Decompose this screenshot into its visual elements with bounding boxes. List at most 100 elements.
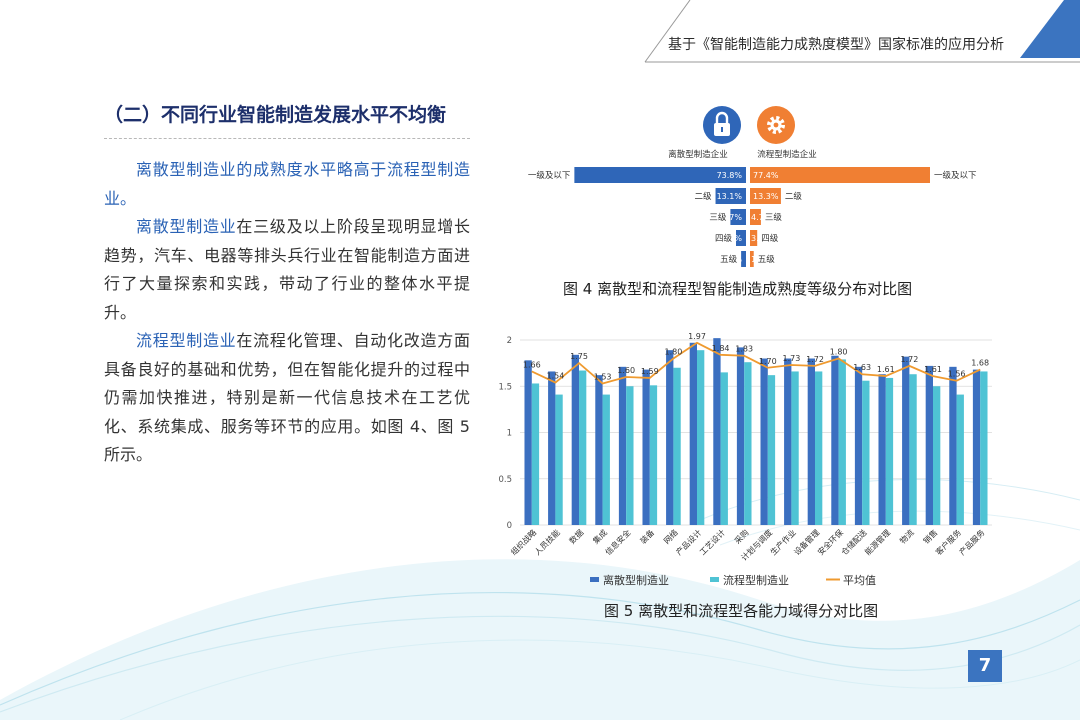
figure-4-icons [703, 106, 795, 144]
paragraph-2: 离散型制造业在三级及以上阶段呈现明显增长趋势，汽车、电器等排头兵行业在智能制造方… [104, 213, 470, 327]
bar-discrete [972, 369, 981, 525]
bar-process [720, 372, 728, 525]
funnel-label-right: 77.4% [753, 171, 779, 180]
average-data-label: 1.59 [641, 367, 659, 376]
y-tick-label: 2 [507, 336, 512, 346]
bar-process [626, 386, 634, 525]
funnel-bar-left [730, 209, 746, 225]
average-data-label: 1.80 [830, 348, 848, 357]
funnel-bar-left [574, 167, 746, 183]
x-tick-label: 采购 [732, 527, 750, 545]
bar-discrete [666, 350, 674, 525]
bar-process [673, 367, 681, 525]
average-data-label: 1.80 [664, 348, 682, 357]
funnel-bar-left [741, 251, 746, 267]
x-tick-label: 集成 [591, 527, 609, 545]
average-data-label: 1.53 [594, 372, 612, 381]
funnel-category-left: 三级 [709, 212, 727, 223]
average-data-label: 1.60 [617, 366, 635, 375]
y-tick-label: 1 [507, 429, 512, 439]
bar-discrete [524, 360, 532, 525]
bar-process [602, 394, 610, 525]
funnel-bar-right [750, 167, 930, 183]
funnel-label-right: 13.3% [753, 192, 779, 201]
funnel-category-right: 三级 [765, 212, 783, 223]
figure-4-caption: 图 4 离散型和流程型智能制造成熟度等级分布对比图 [563, 280, 913, 298]
average-line [531, 341, 981, 385]
average-data-label: 1.61 [877, 365, 895, 374]
x-tick-label: 工艺设计 [697, 527, 727, 557]
bar-discrete [784, 358, 792, 525]
average-data-label: 1.56 [948, 370, 966, 379]
funnel-category-right: 二级 [785, 191, 803, 202]
legend-process-swatch [710, 577, 719, 582]
y-tick-label: 0.5 [498, 475, 512, 485]
bar-discrete [949, 366, 957, 525]
bar-process [579, 370, 587, 525]
bar-process [649, 385, 658, 525]
funnel-label-left: 4.3% [722, 234, 743, 243]
average-data-label: 1.70 [759, 357, 777, 366]
left-series-label: 离散型制造企业 [668, 149, 728, 160]
x-tick-label: 物流 [897, 527, 915, 545]
average-data-label: 1.61 [924, 365, 942, 374]
paragraph-1: 离散型制造业的成熟度水平略高于流程型制造业。 [104, 156, 470, 213]
bar-process [697, 350, 705, 525]
bar-discrete [854, 366, 863, 525]
average-data-label: 1.73 [782, 354, 800, 363]
funnel-category-right: 五级 [758, 254, 776, 265]
average-data-label: 1.68 [971, 359, 989, 368]
lock-icon [714, 111, 730, 136]
average-data-label: 1.72 [900, 355, 918, 364]
average-data-label: 1.97 [688, 332, 706, 341]
funnel-bar-right [750, 209, 761, 225]
bar-process [815, 371, 823, 525]
legend-process-label: 流程型制造业 [723, 573, 789, 587]
funnel-label-left: 13.1% [717, 192, 743, 201]
running-header: 基于《智能制造能力成熟度模型》国家标准的应用分析 [668, 37, 1004, 53]
funnel-category-left: 五级 [720, 254, 738, 265]
x-tick-label: 能源管理 [863, 527, 893, 557]
x-tick-label: 产品服务 [957, 527, 987, 557]
paragraph-1-highlight: 离散型制造业的成熟度水平略高于流程型制造业。 [104, 160, 470, 208]
paragraph-3: 流程型制造业在流程化管理、自动化改造方面具备良好的基础和优势，但在智能化提升的过… [104, 327, 470, 470]
bar-discrete [902, 356, 910, 525]
bar-process [555, 394, 563, 525]
funnel-bar-right [750, 230, 758, 246]
funnel-bar-left [715, 188, 746, 204]
bar-discrete [925, 365, 933, 525]
paragraph-2-text: 在三级及以上阶段呈现明显增长趋势，汽车、电器等排头兵行业在智能制造方面进行了大量… [104, 217, 470, 322]
bar-process [531, 383, 540, 525]
x-tick-label: 网络 [661, 527, 679, 545]
bar-process [956, 394, 964, 525]
funnel-category-right: 四级 [761, 233, 779, 244]
bar-discrete [878, 374, 886, 525]
x-tick-label: 信息安全 [603, 527, 633, 557]
funnel-category-left: 一级及以下 [528, 170, 571, 181]
funnel-label-right: 3.1% [751, 234, 772, 243]
funnel-label-left: 73.8% [717, 171, 743, 180]
bar-process [885, 377, 894, 525]
bar-process [933, 386, 941, 525]
average-data-label: 1.66 [523, 360, 541, 369]
bar-process [791, 371, 799, 525]
x-tick-label: 销售 [921, 527, 939, 545]
bar-process [838, 359, 846, 525]
figure-5-caption: 图 5 离散型和流程型各能力域得分对比图 [604, 602, 879, 620]
bar-process [767, 375, 776, 525]
funnel-label-left: 2.1% [722, 255, 743, 264]
paragraph-2-highlight: 离散型制造业 [136, 217, 237, 236]
bar-process [862, 380, 870, 525]
bar-discrete [760, 358, 768, 525]
paragraph-3-highlight: 流程型制造业 [136, 331, 237, 350]
y-tick-label: 1.5 [498, 382, 512, 392]
funnel-category-right: 一级及以下 [934, 170, 977, 181]
funnel-bar-right [750, 188, 781, 204]
right-series-label: 流程型制造企业 [757, 149, 817, 160]
bar-discrete [807, 358, 815, 525]
bar-discrete [736, 347, 745, 525]
funnel-bar-left [736, 230, 746, 246]
x-tick-label: 人员技能 [532, 527, 562, 557]
